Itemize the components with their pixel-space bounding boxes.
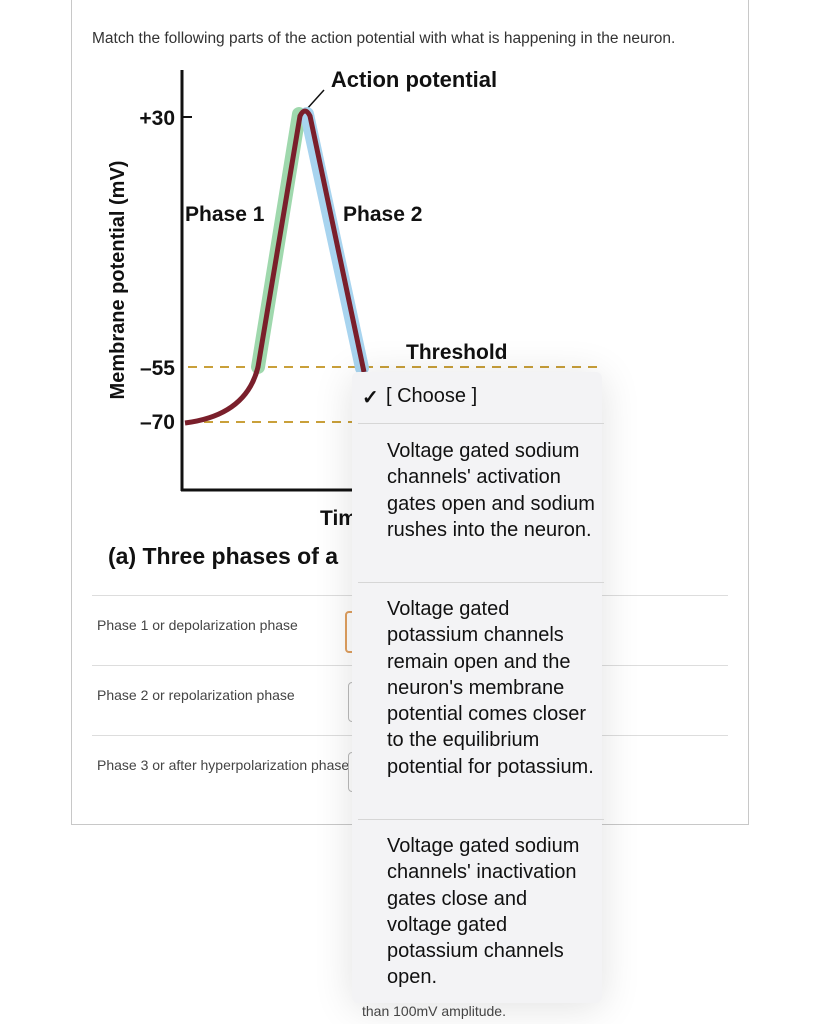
check-icon: ✓ <box>362 387 379 409</box>
y-axis-label: Membrane potential (mV) <box>107 161 129 400</box>
y-label: +30 <box>139 107 175 130</box>
threshold-label: Threshold <box>406 341 508 364</box>
phase-label: Phase 1 <box>185 203 265 226</box>
x-axis-label: Tim <box>320 507 357 530</box>
figure-title: Action potential <box>331 67 497 92</box>
potential-curve <box>184 108 367 426</box>
dropdown-option[interactable]: Voltage gated sodium channels' inactivat… <box>387 835 580 989</box>
dropdown-option[interactable]: Voltage gated sodium channels' activatio… <box>387 440 595 541</box>
option-separator <box>358 423 604 424</box>
phase-label: Phase 2 <box>343 203 422 226</box>
row-label: Phase 2 or repolarization phase <box>97 687 295 703</box>
option-separator <box>358 582 604 583</box>
dropdown-selected[interactable]: [ Choose ] <box>386 385 478 407</box>
y-label: –55 <box>140 357 175 380</box>
y-label: –70 <box>140 411 175 434</box>
row-label: Phase 3 or after hyperpolarization phase <box>97 757 350 773</box>
row-label: Phase 1 or depolarization phase <box>97 617 298 633</box>
title-pointer <box>305 89 325 111</box>
figure-caption: (a) Three phases of a <box>108 543 338 569</box>
option-separator <box>358 819 604 820</box>
question-text: Match the following parts of the action … <box>92 30 676 47</box>
dropdown-option[interactable]: Voltage gated potassium channels remain … <box>387 598 594 778</box>
dropdown-menu <box>352 372 602 1003</box>
footer-text: than 100mV amplitude. <box>362 1003 506 1019</box>
